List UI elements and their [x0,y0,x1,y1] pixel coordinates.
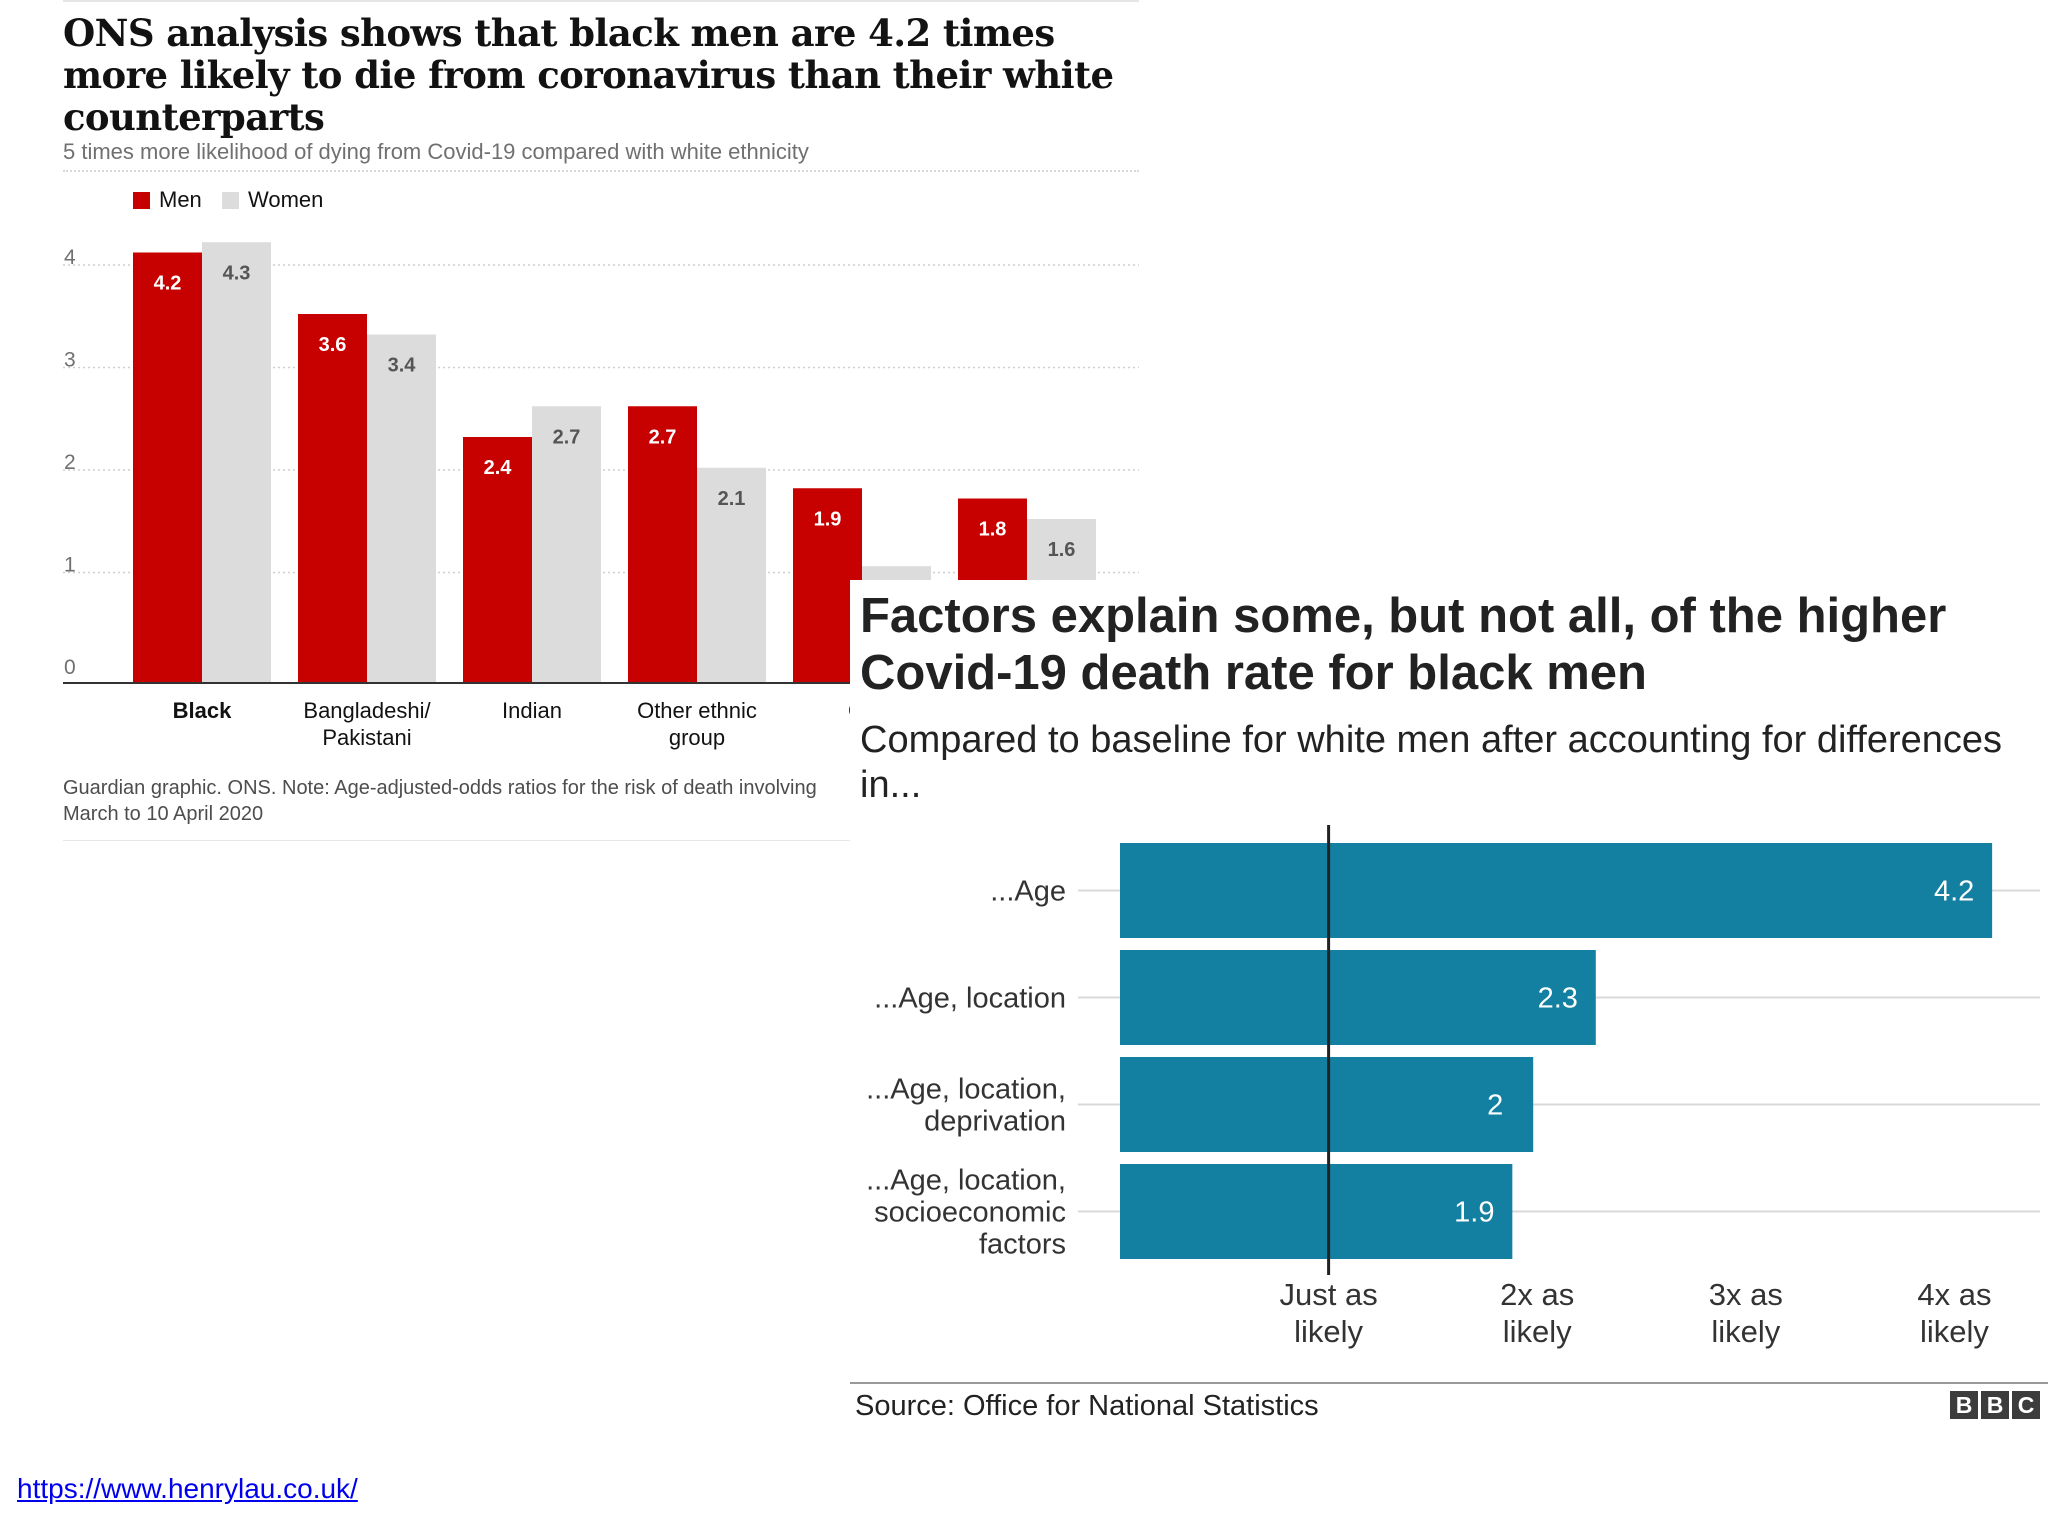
bbc-logo-letter: C [2012,1391,2040,1419]
bar-men [133,252,202,683]
x-tick-label: Just as likely [1279,1277,1377,1349]
source-line-1: Guardian graphic. ONS. Note: Age-adjuste… [63,777,817,799]
source-line-2: March to 10 April 2020 [63,803,264,825]
bar-value-label: 3.6 [319,334,347,356]
factor-label: ...Age, location, deprivation [866,1074,1066,1138]
website-link[interactable]: https://www.henrylau.co.uk/ [17,1473,358,1504]
bbc-logo-letter: B [1981,1391,2009,1419]
factor-bar [1120,950,1596,1045]
guardian-chart-subtitle: 5 times more likelihood of dying from Co… [63,139,809,164]
subtitle-divider [63,170,1139,172]
bar-value-label: 2.7 [553,426,581,448]
bar-value-label: 2.7 [649,426,677,448]
category-label: Other ethnic group [637,698,757,750]
bar-women [367,334,436,683]
x-tick-label: 2x as likely [1500,1277,1574,1349]
legend-label-men: Men [159,187,202,212]
factor-bar [1120,1164,1513,1259]
factor-label: ...Age, location, socioeconomic factors [866,1165,1066,1261]
x-tick-label: 3x as likely [1709,1277,1783,1349]
bbc-logo-letter: B [1950,1391,1978,1419]
legend-swatch-men [133,192,150,209]
bar-value-label: 4.3 [223,262,251,284]
category-label: Bangladeshi/Pakistani [303,698,431,750]
bar-women [532,406,601,683]
bbc-chart-subtitle: Compared to baseline for white men after… [860,719,2003,806]
bbc-bar-chart: 4.2 ...Age 2.3 ...Age, location 2 ...Age, loc… [866,825,2040,1349]
top-rule [63,0,1139,2]
bbc-source: Source: Office for National Statistics [855,1390,1319,1422]
factor-label: ...Age, location [874,983,1066,1015]
legend-swatch-women [222,192,239,209]
factor-bar [1120,1057,1534,1152]
category-label: Black [173,698,232,723]
factor-label: ...Age [990,876,1066,908]
bbc-source-divider [850,1382,2048,1384]
guardian-chart-title: ONS analysis shows that black men are 4.… [63,11,1114,139]
bar-women [202,242,271,683]
x-tick-label: 4x as likely [1917,1277,1991,1349]
y-tick-label: 3 [64,349,76,372]
guardian-source-note: Guardian graphic. ONS. Note: Age-adjuste… [63,775,1063,827]
factor-bar [1120,843,1993,938]
bbc-chart-title: Factors explain some, but not all, of th… [860,589,1947,700]
factor-bar-value: 2 [1487,1090,1503,1122]
bar-value-label: 3.4 [388,355,417,377]
factor-bar-value: 2.3 [1538,983,1578,1015]
bar-value-label: 1.6 [1048,539,1076,561]
source-divider [63,840,850,841]
bar-value-label: 2.1 [718,488,746,510]
factor-bar-value: 4.2 [1934,876,1974,908]
y-tick-label: 0 [64,656,76,679]
bbc-chart-panel: Factors explain some, but not all, of th… [850,580,2048,1430]
factor-bar-value: 1.9 [1454,1197,1494,1229]
bar-value-label: 1.9 [814,508,842,530]
bar-value-label: 1.8 [979,519,1007,541]
bar-men [463,437,532,683]
bar-value-label: 4.2 [154,273,182,295]
y-tick-label: 1 [64,554,76,577]
legend-label-women: Women [248,187,324,212]
y-tick-label: 4 [64,246,76,269]
bar-men [628,406,697,683]
bar-women [697,467,766,683]
y-tick-label: 2 [64,451,76,474]
bar-value-label: 2.4 [484,457,513,479]
category-label: Indian [502,698,562,723]
bar-men [298,314,367,683]
